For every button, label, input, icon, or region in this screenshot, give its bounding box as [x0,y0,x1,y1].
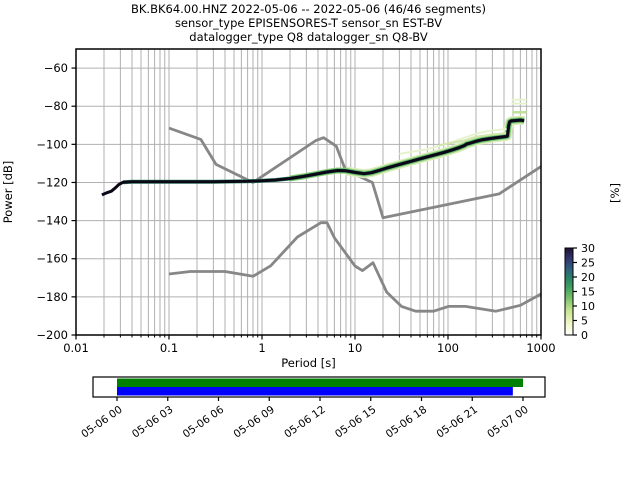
ppsd-data-series [101,98,542,313]
coverage-bar-used [117,387,513,396]
colorbar-tick-label: 20 [581,271,595,284]
x-tick-label: 100 [437,341,459,355]
y-tick-label: −160 [36,252,68,266]
coverage-tick-label: 05-06 06 [181,403,227,440]
axis-ticks [71,67,542,340]
colorbar-tick-label: 5 [581,315,588,328]
colorbar-tick-label: 30 [581,242,595,255]
coverage-tick-label: 05-06 12 [282,404,328,441]
coverage-tick-label: 05-06 09 [231,404,277,441]
y-tick-label: −200 [36,328,68,342]
colorbar-tick-label: 10 [581,300,595,313]
grid-lines [75,49,542,336]
colorbar-tick-label: 25 [581,257,595,270]
title-line-3: datalogger_type Q8 datalogger_sn Q8-BV [189,30,428,44]
y-tick-label: −80 [44,99,68,113]
coverage-tick-label: 05-06 00 [79,404,125,441]
coverage-bar-data [117,378,523,387]
x-tick-label: 10 [348,341,363,355]
x-tick-label: 1000 [526,341,555,355]
title-line-2: sensor_type EPISENSORES-T sensor_sn EST-… [174,16,443,30]
title-line-1: BK.BK64.00.HNZ 2022-05-06 -- 2022-05-06 … [130,2,486,16]
coverage-tick-label: 05-06 03 [130,404,176,441]
colorbar-tick-label: 15 [581,286,595,299]
y-tick-label: −120 [36,175,68,189]
y-tick-label: −60 [44,61,68,75]
coverage-tick-label: 05-06 15 [333,404,379,441]
x-tick-label: 0.1 [160,341,178,355]
faint-outlier-d [399,128,507,155]
x-axis-label: Period [s] [281,356,336,370]
ppsd-mode [101,118,525,197]
y-tick-label: −100 [36,137,68,151]
axes-spines [75,48,542,336]
y-tick-label: −180 [36,290,68,304]
colorbar-tick-label: 0 [581,329,588,342]
plot-border [75,48,542,336]
plot-title: BK.BK64.00.HNZ 2022-05-06 -- 2022-05-06 … [0,2,617,44]
coverage-tick-label: 05-07 00 [485,404,531,441]
noise-model-low-NLNM [168,221,542,313]
coverage-tick-label: 05-06 21 [434,404,480,441]
noise-model-high-NHNM [168,126,542,220]
faint-outlier-e [438,132,507,147]
coverage-tick-label: 05-06 18 [384,404,430,441]
y-tick-label: −140 [36,214,68,228]
colorbar-gradient [564,247,574,336]
axis-tick-labels: 0.01 0.1 1 10 100 1000 −60 −80 −100 −120 −140 −160 −… [36,61,555,355]
x-tick-label: 1 [258,341,265,355]
x-tick-label: 0.01 [63,341,89,355]
ppsd-spread-green [289,117,525,182]
coverage-timeline: 05-06 00 05-06 03 05-06 06 05-06 09 05-06 12… [79,376,546,441]
